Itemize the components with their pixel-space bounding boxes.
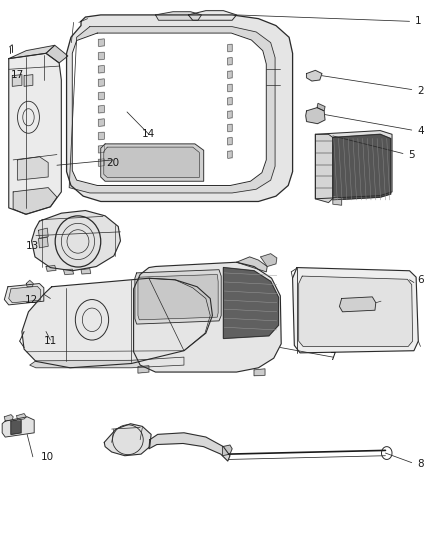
Polygon shape [101,144,204,181]
Polygon shape [9,45,55,59]
Text: 6: 6 [417,275,424,285]
Polygon shape [99,106,104,113]
Polygon shape [228,138,232,145]
Polygon shape [22,278,212,368]
Polygon shape [228,44,232,52]
Polygon shape [307,70,322,81]
Polygon shape [138,274,218,320]
Polygon shape [315,134,333,203]
Polygon shape [39,228,48,238]
Polygon shape [11,419,21,434]
Polygon shape [72,33,266,185]
Polygon shape [237,257,267,272]
Text: 1: 1 [415,17,422,26]
Text: 17: 17 [11,70,24,79]
Text: 20: 20 [106,158,120,167]
Polygon shape [228,151,232,158]
Text: 4: 4 [417,126,424,135]
Polygon shape [333,197,342,205]
Polygon shape [81,269,91,274]
Polygon shape [69,27,275,193]
Polygon shape [67,15,293,201]
Polygon shape [99,52,104,60]
Polygon shape [64,269,74,274]
Text: 2: 2 [417,86,424,95]
Polygon shape [293,268,418,353]
Text: 5: 5 [408,150,415,159]
Polygon shape [2,417,34,437]
Polygon shape [306,108,325,124]
Polygon shape [104,424,151,456]
Polygon shape [155,12,201,20]
Polygon shape [4,415,13,421]
Text: 11: 11 [44,336,57,346]
Polygon shape [17,414,26,420]
Text: 8: 8 [417,459,424,469]
Polygon shape [254,369,265,376]
Polygon shape [32,211,120,271]
Polygon shape [149,433,230,461]
Polygon shape [317,103,325,111]
Polygon shape [135,270,221,324]
Polygon shape [24,75,33,86]
Text: 7: 7 [329,352,336,362]
Polygon shape [104,147,199,177]
Polygon shape [134,262,281,372]
Polygon shape [223,268,279,338]
Polygon shape [223,445,232,456]
Text: 12: 12 [25,295,38,304]
Polygon shape [26,280,33,287]
Polygon shape [99,79,104,86]
Polygon shape [99,39,104,46]
Polygon shape [315,131,392,199]
Polygon shape [9,286,41,303]
Polygon shape [261,254,277,266]
Polygon shape [99,66,104,73]
Polygon shape [39,237,48,248]
Polygon shape [18,157,48,180]
Polygon shape [228,111,232,118]
Polygon shape [228,58,232,65]
Polygon shape [99,132,104,140]
Polygon shape [46,265,56,271]
Polygon shape [99,146,104,153]
Polygon shape [299,276,413,346]
Text: 13: 13 [26,241,39,251]
Polygon shape [228,98,232,105]
Polygon shape [188,11,237,20]
Polygon shape [339,297,376,312]
Polygon shape [12,75,22,86]
Polygon shape [99,119,104,126]
Text: 10: 10 [41,452,54,462]
Polygon shape [138,366,149,373]
Polygon shape [228,84,232,92]
Polygon shape [13,188,57,214]
Text: 14: 14 [142,130,155,139]
Polygon shape [9,53,61,214]
Polygon shape [99,92,104,100]
Polygon shape [228,124,232,132]
Polygon shape [30,357,184,368]
Polygon shape [46,45,68,63]
Polygon shape [99,159,104,166]
Polygon shape [333,134,391,200]
Polygon shape [228,71,232,78]
Polygon shape [4,284,44,305]
